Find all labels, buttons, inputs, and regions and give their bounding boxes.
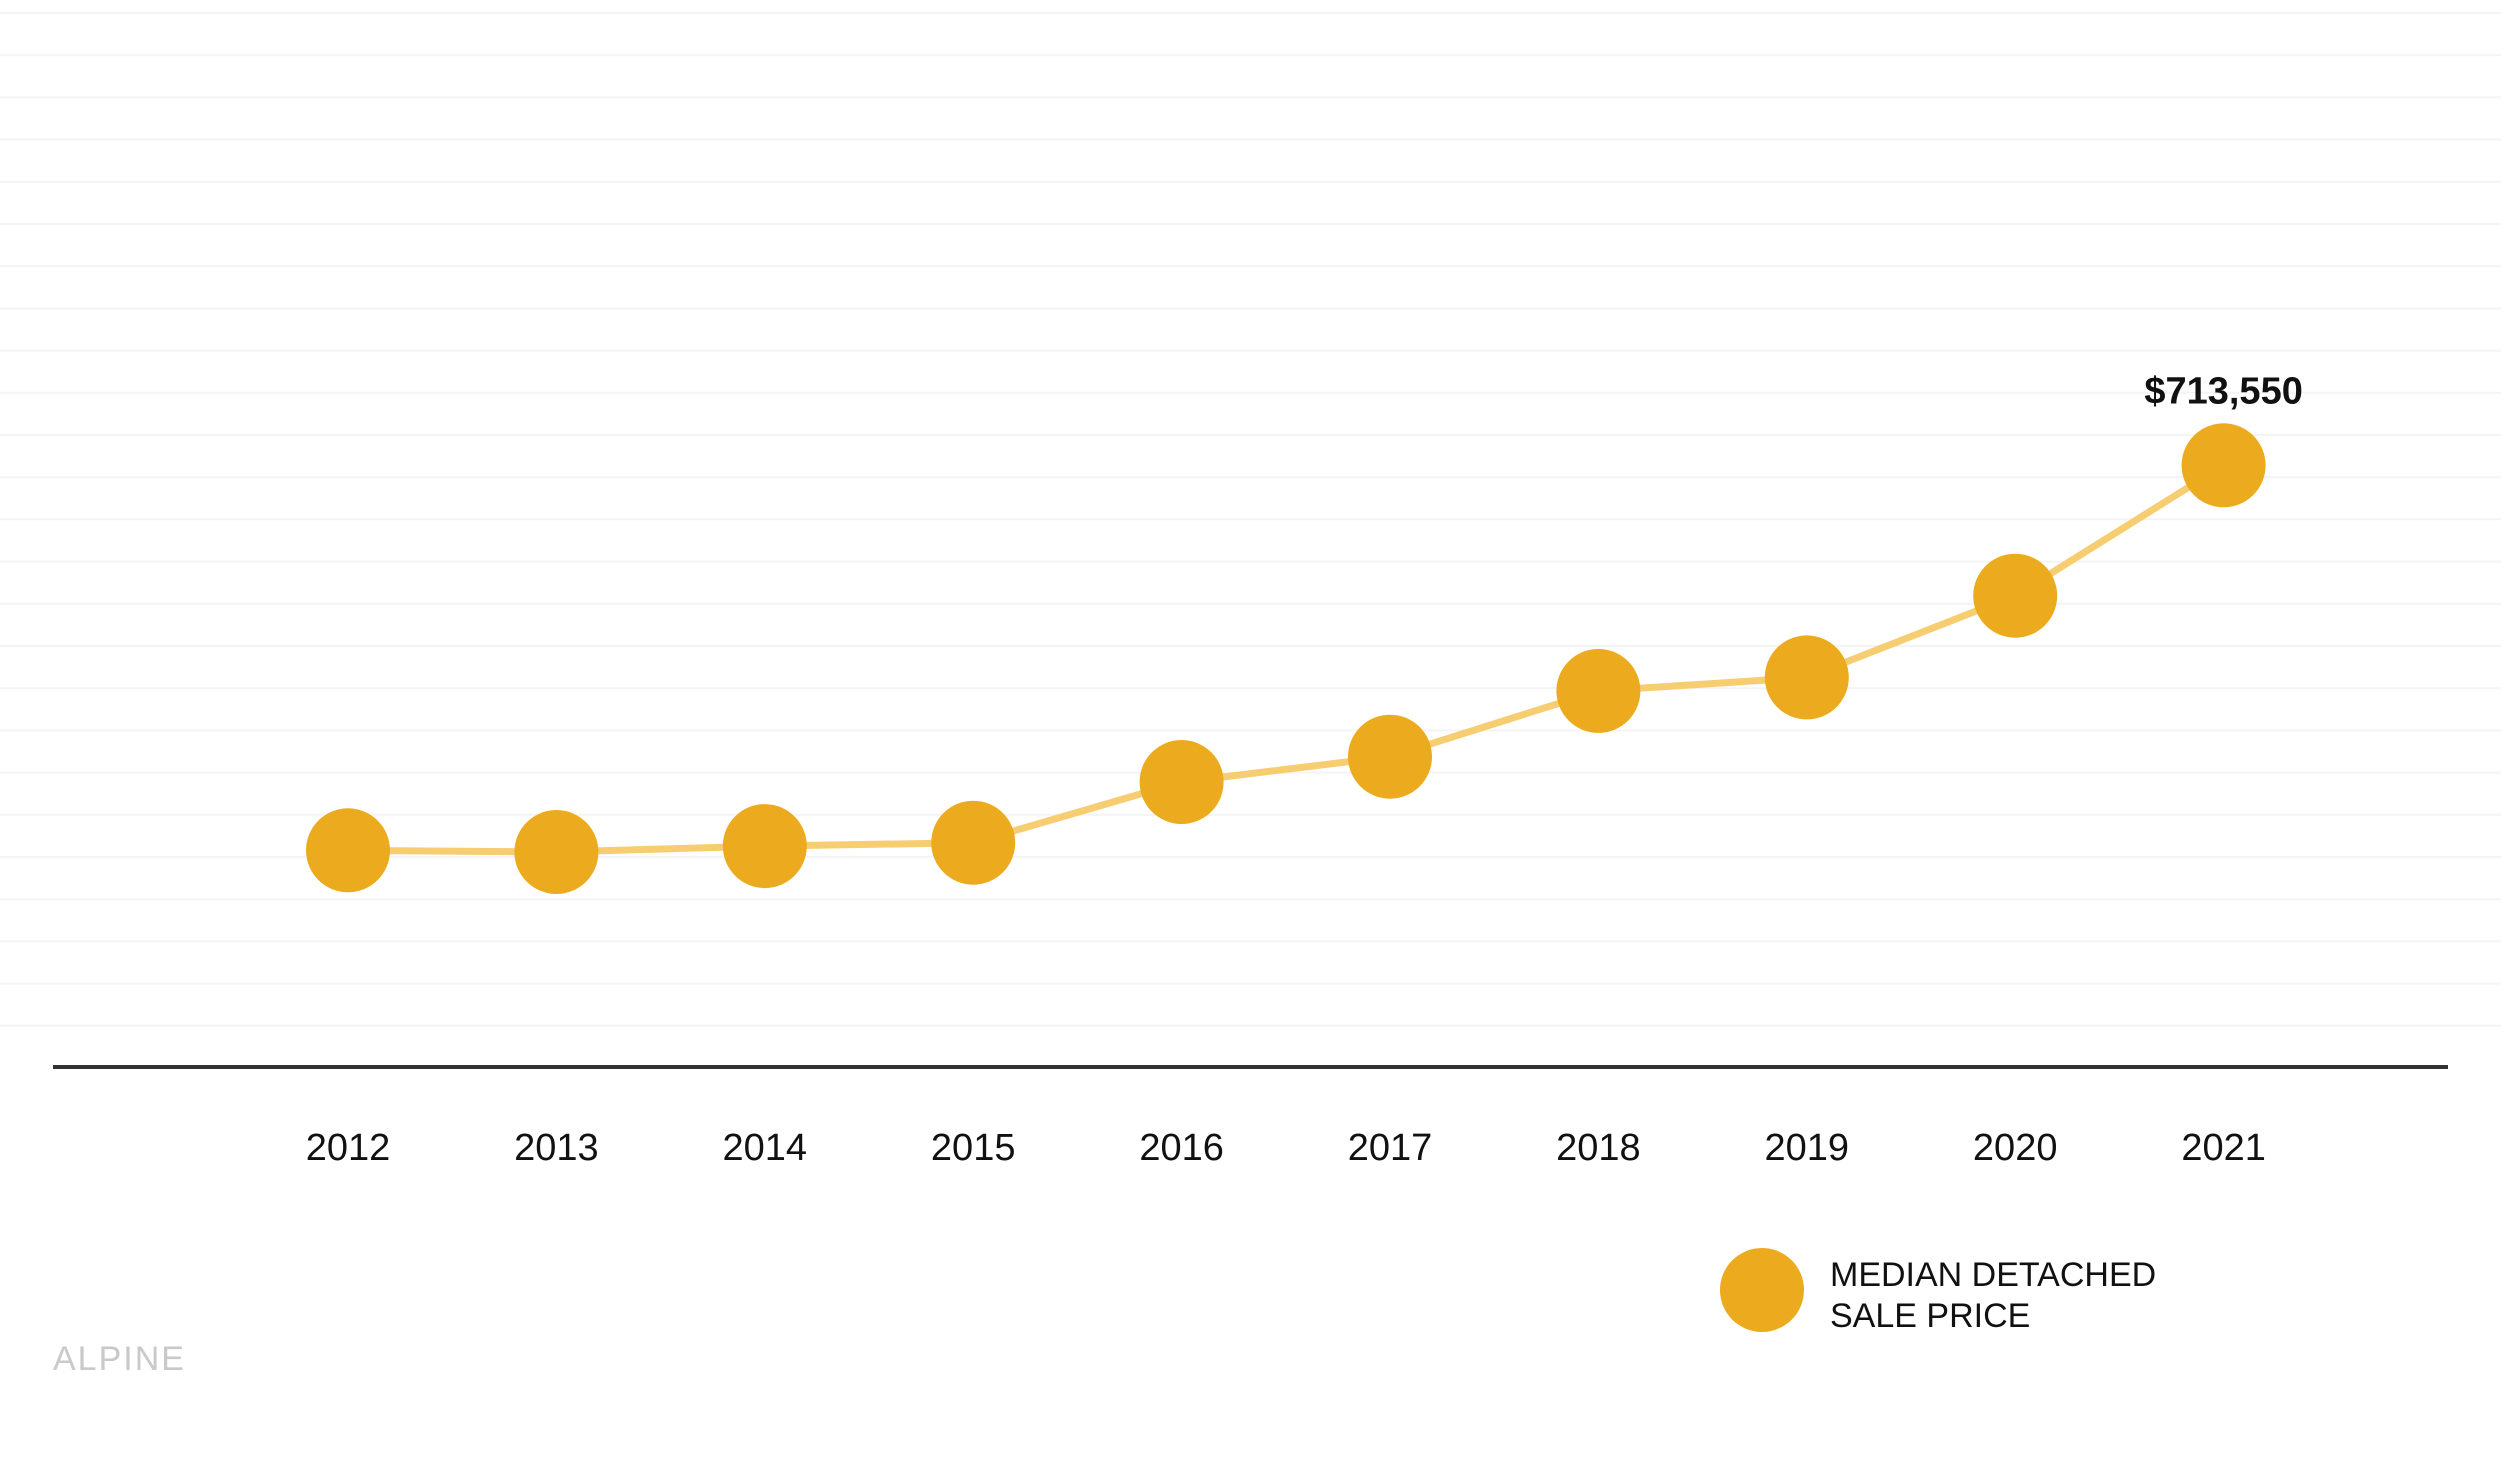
data-point-2016 <box>1139 740 1224 824</box>
x-tick-label: 2021 <box>2181 1127 2266 1169</box>
annotations: $713,550 <box>2144 370 2303 412</box>
data-point-2013 <box>514 810 599 894</box>
data-label: $713,550 <box>2144 370 2303 412</box>
watermark-logo: ALPINE <box>53 1340 186 1378</box>
data-point-2017 <box>1348 714 1432 799</box>
x-tick-label: 2016 <box>1139 1127 1224 1169</box>
data-point-2014 <box>722 804 807 889</box>
legend: MEDIAN DETACHED SALE PRICE <box>1720 1248 2156 1335</box>
x-tick-label: 2020 <box>1973 1127 2058 1169</box>
series-line-group <box>344 461 2228 856</box>
legend-label-line-1: MEDIAN DETACHED <box>1830 1256 2156 1294</box>
data-point-2020 <box>1973 553 2058 638</box>
x-tick-label: 2013 <box>514 1127 599 1169</box>
x-tick-labels: 2012 2013 2014 2015 2016 2017 2018 2019 2020 2021 <box>306 1127 2266 1169</box>
data-point-2012 <box>306 808 390 893</box>
x-tick-label: 2012 <box>306 1127 391 1169</box>
x-tick-label: 2019 <box>1765 1127 1850 1169</box>
legend-label-line-2: SALE PRICE <box>1830 1297 2030 1335</box>
gridlines <box>0 12 2501 1027</box>
x-tick-label: 2017 <box>1348 1127 1433 1169</box>
data-point-2021 <box>2181 423 2266 508</box>
data-points <box>306 423 2266 894</box>
data-point-2019 <box>1764 635 1849 720</box>
data-point-2015 <box>931 800 1016 885</box>
x-tick-label: 2014 <box>723 1127 808 1169</box>
legend-marker <box>1720 1248 1804 1332</box>
series-line <box>344 461 2228 856</box>
data-point-2018 <box>1556 648 1641 733</box>
x-tick-label: 2018 <box>1556 1127 1641 1169</box>
x-tick-label: 2015 <box>931 1127 1016 1169</box>
